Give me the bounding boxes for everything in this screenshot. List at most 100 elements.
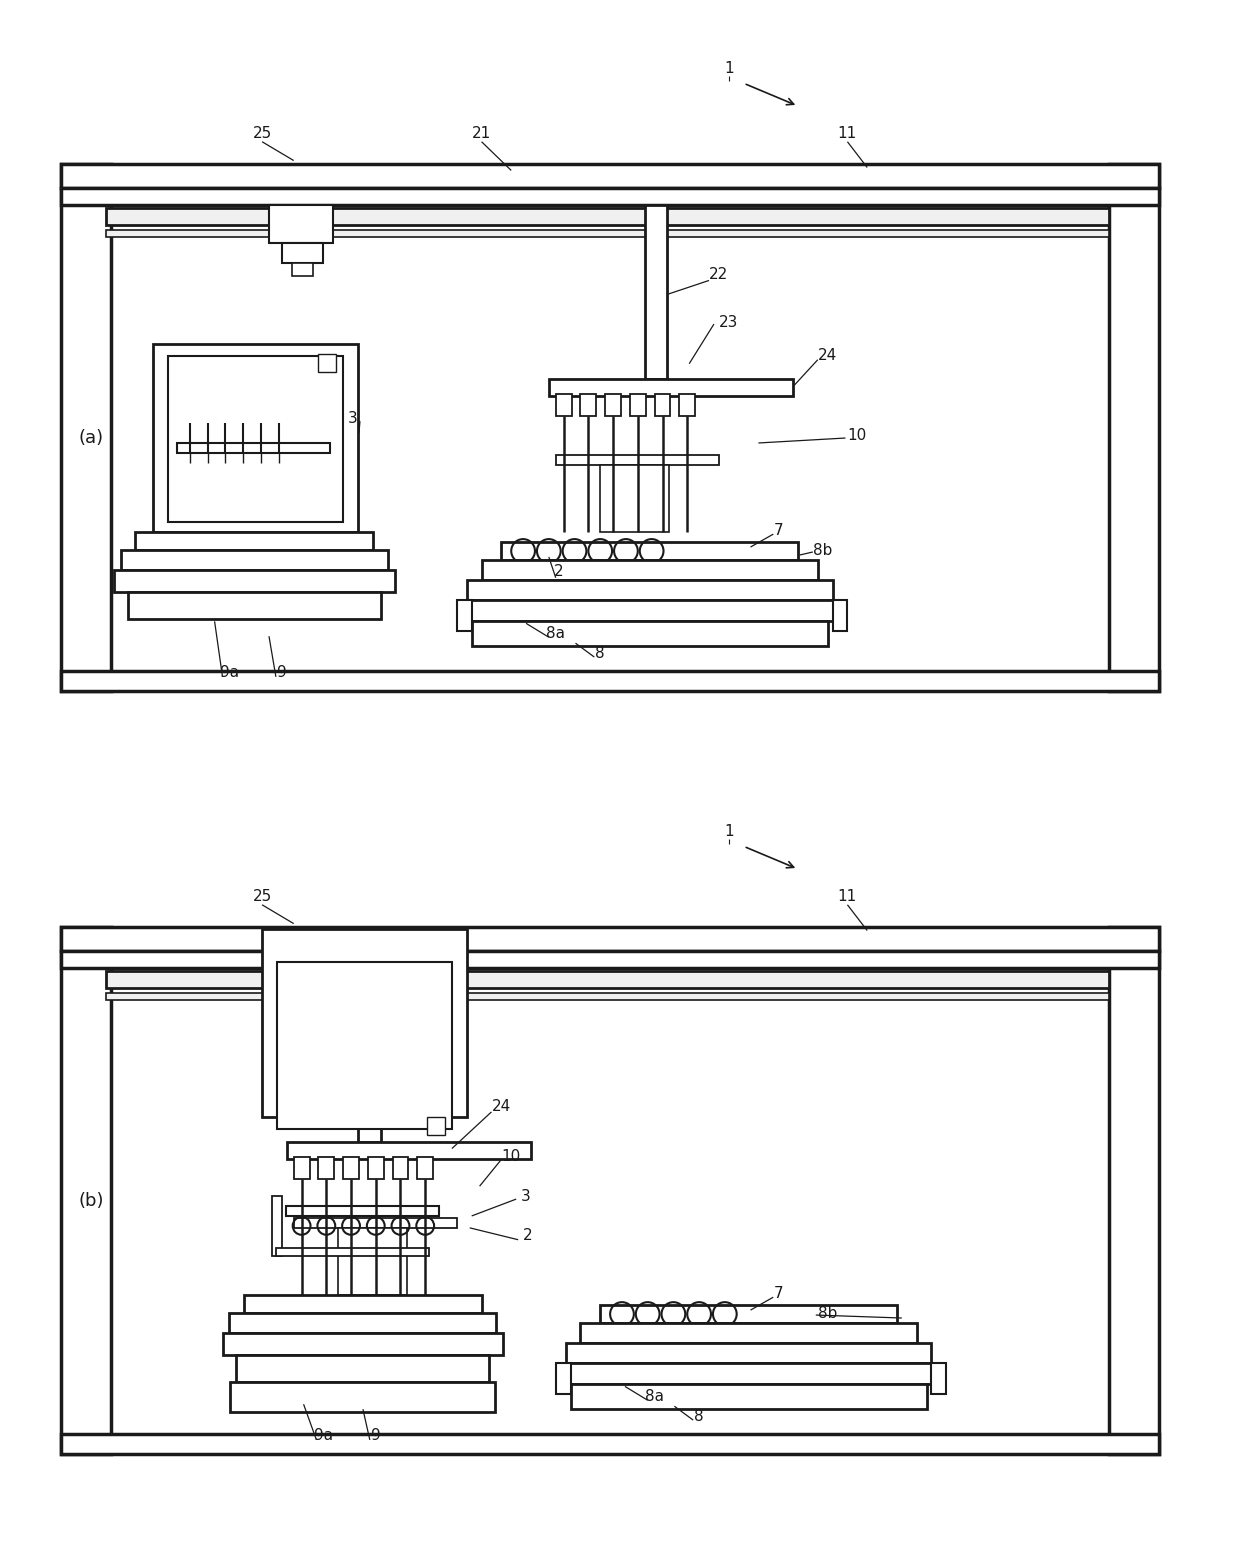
Bar (294, 1157, 310, 1179)
Bar (1110, 163, 1159, 690)
Bar (294, 1217, 456, 1228)
Bar (61, 951, 1159, 968)
Bar (128, 592, 381, 619)
Bar (481, 559, 817, 579)
Bar (286, 1142, 531, 1159)
Bar (456, 599, 842, 621)
Text: 8: 8 (694, 1408, 704, 1424)
Text: 8b: 8b (818, 1305, 837, 1321)
Bar (61, 163, 1159, 188)
Bar (343, 1157, 358, 1179)
Bar (177, 442, 330, 453)
Text: 8a: 8a (547, 626, 565, 641)
Text: 24: 24 (818, 348, 837, 364)
Text: 21: 21 (472, 126, 491, 142)
Bar (61, 188, 1159, 205)
Bar (105, 208, 1110, 225)
Bar (556, 1362, 570, 1395)
Text: 3: 3 (348, 411, 358, 425)
Bar (393, 1157, 408, 1179)
Bar (471, 621, 827, 646)
Bar (645, 205, 667, 379)
Text: 7: 7 (774, 1285, 782, 1301)
Text: 2: 2 (554, 564, 563, 579)
Bar (931, 1362, 946, 1395)
Text: 9: 9 (277, 666, 286, 681)
Text: 22: 22 (709, 267, 729, 282)
Bar (291, 1026, 314, 1040)
Text: 2: 2 (523, 1228, 533, 1244)
Bar (105, 971, 1110, 988)
Bar (61, 163, 110, 690)
Bar (428, 1117, 445, 1134)
Bar (222, 1333, 503, 1355)
Bar (368, 1157, 383, 1179)
Bar (605, 394, 621, 416)
Bar (105, 230, 1110, 237)
Bar (114, 570, 394, 592)
Bar (244, 1296, 481, 1313)
Bar (237, 1355, 490, 1382)
Bar (277, 962, 451, 1128)
Bar (630, 394, 646, 416)
Bar (556, 1362, 941, 1384)
Bar (556, 455, 719, 465)
Bar (570, 1384, 926, 1408)
Text: 25: 25 (253, 126, 272, 142)
Bar (556, 394, 572, 416)
Bar (285, 1207, 439, 1216)
Text: 25: 25 (253, 889, 272, 905)
Bar (269, 968, 334, 1006)
Bar (169, 356, 343, 522)
Bar (418, 1157, 433, 1179)
Bar (655, 394, 671, 416)
Bar (600, 1305, 897, 1324)
Text: 1: 1 (724, 62, 734, 76)
Text: 8b: 8b (813, 542, 832, 558)
Bar (319, 354, 336, 371)
Bar (501, 542, 799, 559)
Bar (1110, 926, 1159, 1453)
Bar (61, 1435, 1159, 1453)
Text: 10: 10 (502, 1150, 521, 1163)
Text: 8a: 8a (645, 1388, 665, 1404)
Text: 11: 11 (838, 889, 857, 905)
Bar (600, 465, 670, 532)
Text: 9a: 9a (219, 666, 239, 681)
Bar (565, 1342, 931, 1362)
Bar (120, 550, 388, 570)
Text: 24: 24 (492, 1099, 511, 1114)
Bar (272, 1196, 281, 1256)
Bar (275, 1248, 429, 1256)
Text: 1: 1 (724, 824, 734, 838)
Text: 10: 10 (848, 427, 867, 442)
Text: 23: 23 (719, 314, 739, 330)
Bar (61, 926, 110, 1453)
Text: 9a: 9a (314, 1429, 332, 1444)
Text: 9: 9 (371, 1429, 381, 1444)
Bar (466, 579, 832, 599)
Text: 11: 11 (838, 126, 857, 142)
Bar (580, 394, 596, 416)
Bar (339, 1228, 408, 1296)
Bar (229, 1313, 496, 1333)
Bar (358, 968, 381, 1142)
Bar (319, 1157, 335, 1179)
Bar (105, 992, 1110, 1000)
Bar (456, 599, 471, 632)
Text: (b): (b) (78, 1193, 104, 1210)
Bar (281, 1006, 324, 1026)
Bar (291, 262, 314, 276)
Bar (549, 379, 794, 396)
Text: 7: 7 (774, 522, 782, 538)
Bar (832, 599, 847, 632)
Bar (154, 344, 358, 532)
Bar (281, 243, 324, 262)
Bar (262, 929, 466, 1117)
Bar (61, 670, 1159, 690)
Bar (580, 1324, 916, 1342)
Text: 3: 3 (521, 1188, 531, 1204)
Text: 8: 8 (595, 646, 605, 661)
Bar (231, 1382, 496, 1412)
Bar (269, 205, 334, 243)
